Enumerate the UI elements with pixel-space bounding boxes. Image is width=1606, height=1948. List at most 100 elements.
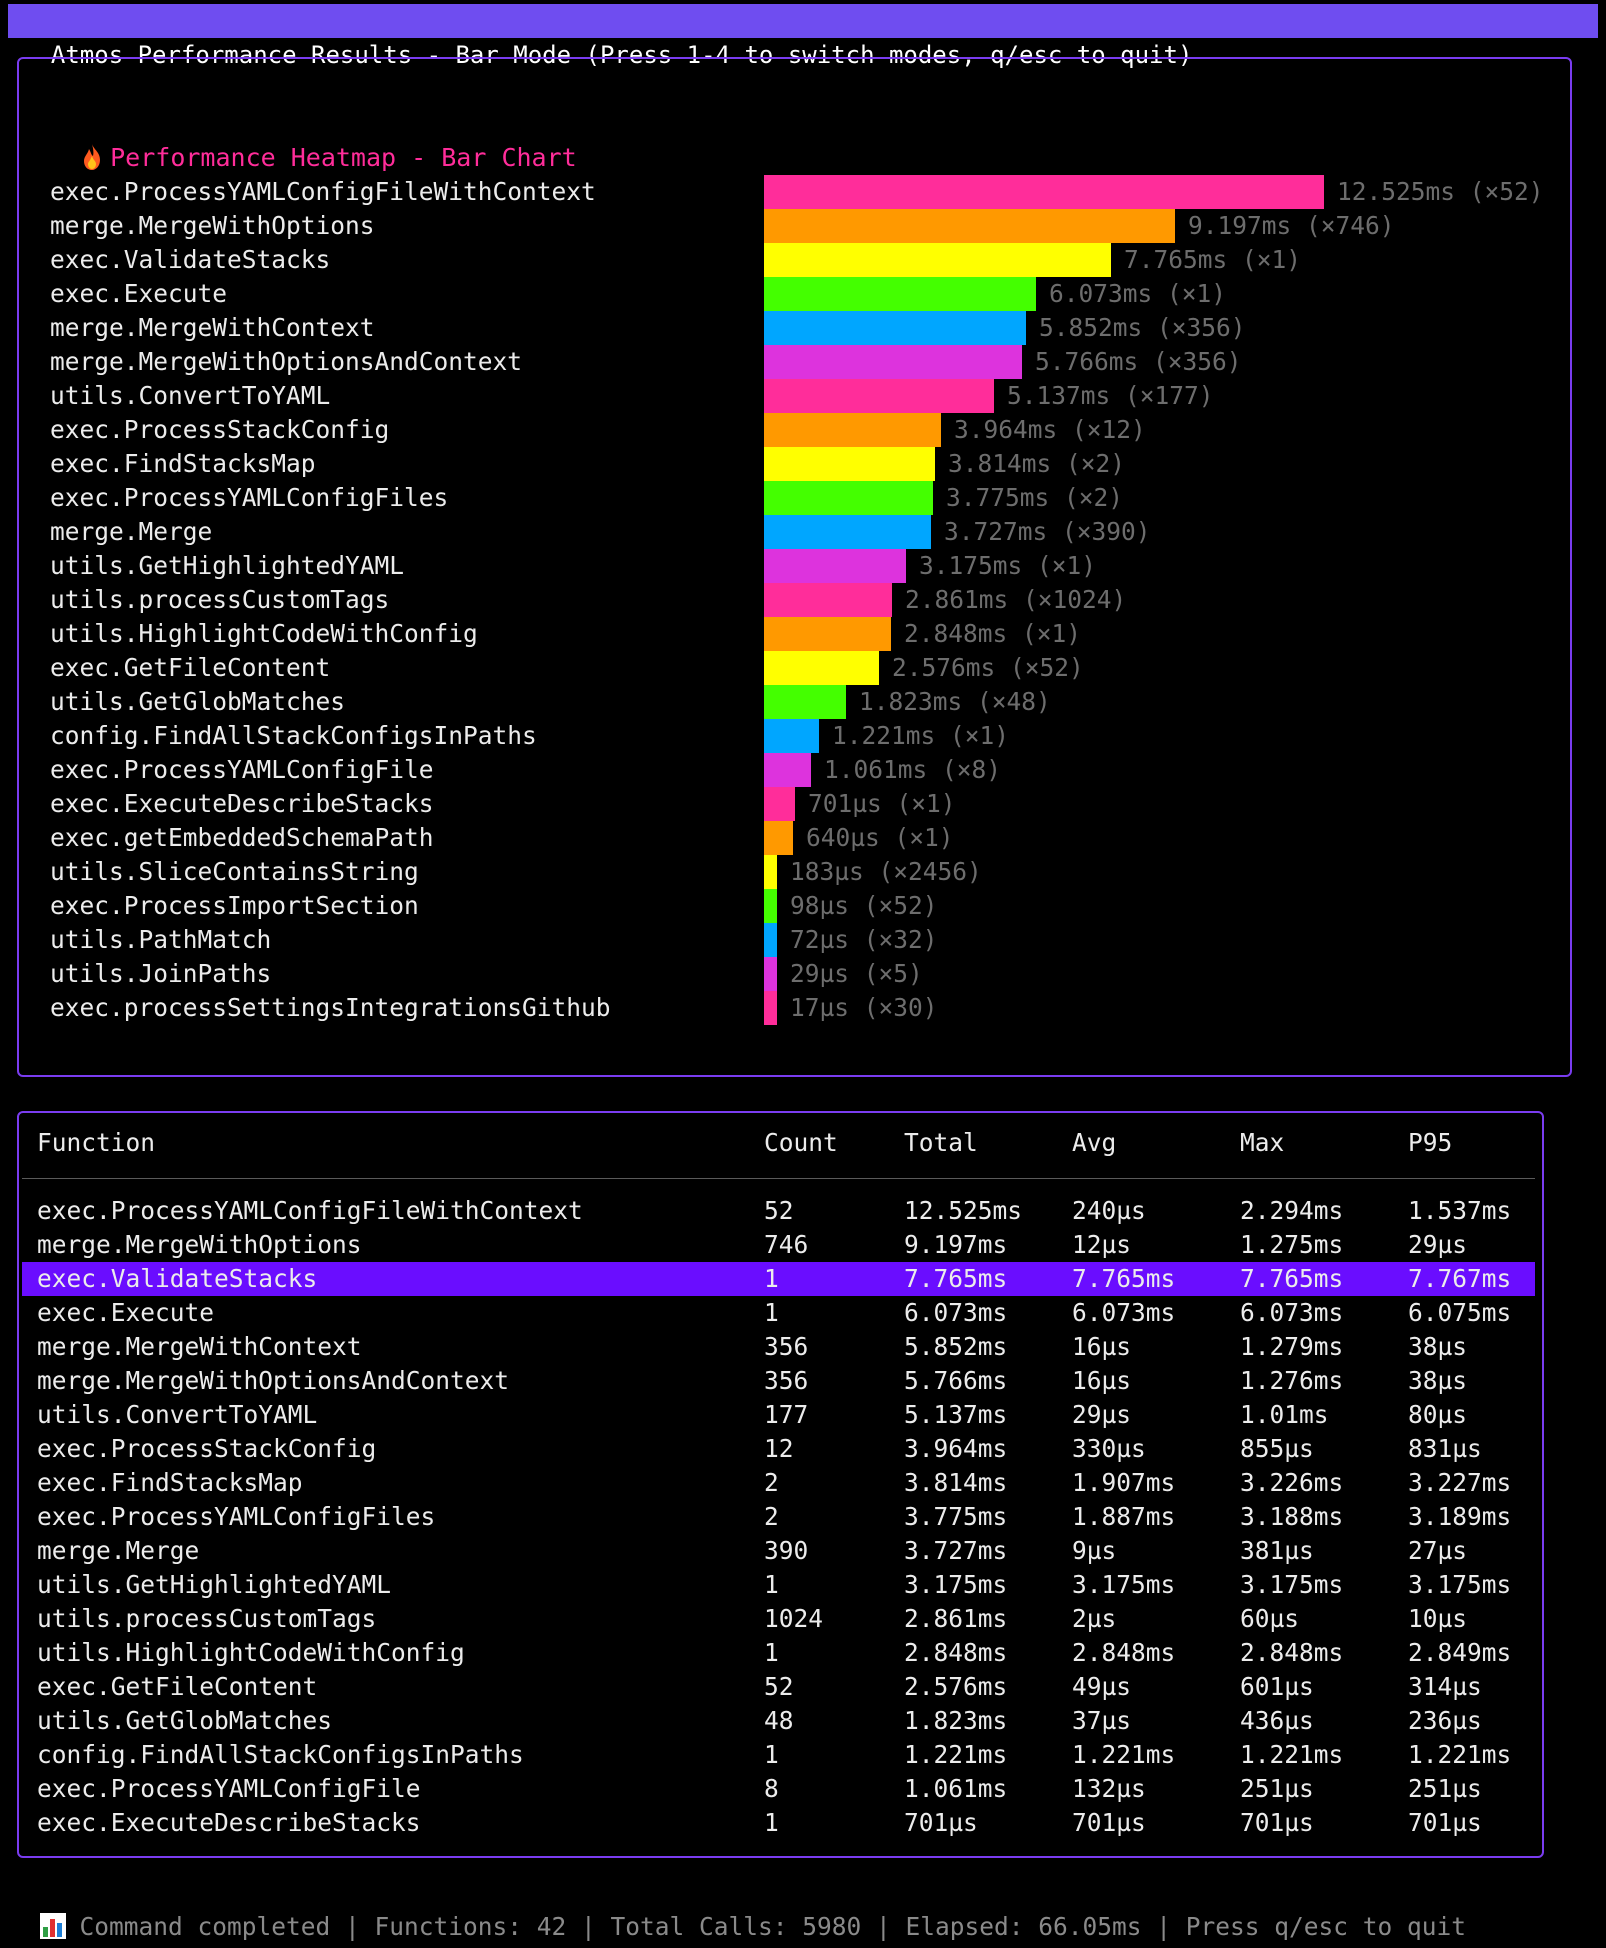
heatmap-bar <box>764 651 879 685</box>
heatmap-bar <box>764 549 906 583</box>
cell-total: 2.861ms <box>904 1604 1008 1633</box>
cell-p95: 6.075ms <box>1408 1298 1512 1327</box>
heatmap-bar <box>764 583 892 617</box>
table-row[interactable]: merge.MergeWithOptions 746 9.197ms 12µs 1.27… <box>0 1228 1560 1262</box>
table-row[interactable]: utils.GetHighlightedYAML 1 3.175ms 3.175ms 3… <box>0 1568 1560 1602</box>
window-title-bar: Atmos Performance Results - Bar Mode (Pr… <box>8 4 1598 69</box>
cell-count: 1 <box>764 1808 779 1837</box>
cell-avg: 132µs <box>1072 1774 1146 1803</box>
column-header-function[interactable]: Function <box>37 1128 156 1157</box>
cell-max: 855µs <box>1240 1434 1314 1463</box>
table-row[interactable]: exec.ValidateStacks 1 7.765ms 7.765ms 7.765m… <box>0 1262 1560 1296</box>
heatmap-bar-value: 1.221ms (×1) <box>832 721 1010 750</box>
cell-total: 3.727ms <box>904 1536 1008 1565</box>
cell-count: 2 <box>764 1468 779 1497</box>
results-table-panel <box>17 1111 1544 1858</box>
cell-avg: 1.887ms <box>1072 1502 1176 1531</box>
cell-function: utils.HighlightCodeWithConfig <box>37 1638 465 1667</box>
table-row[interactable]: exec.ProcessYAMLConfigFileWithContext 52 1… <box>0 1194 1560 1228</box>
cell-total: 12.525ms <box>904 1196 1023 1225</box>
cell-total: 5.766ms <box>904 1366 1008 1395</box>
column-header-avg[interactable]: Avg <box>1072 1128 1117 1157</box>
heatmap-bar <box>764 447 935 481</box>
heatmap-bar-value: 2.861ms (×1024) <box>905 585 1127 614</box>
heatmap-function-name: config.FindAllStackConfigsInPaths <box>50 721 537 750</box>
table-row[interactable]: exec.ExecuteDescribeStacks 1 701µs 701µs 701… <box>0 1806 1560 1840</box>
heatmap-function-name: utils.GetHighlightedYAML <box>50 551 405 580</box>
cell-max: 1.275ms <box>1240 1230 1344 1259</box>
heatmap-bar-value: 9.197ms (×746) <box>1188 211 1395 240</box>
heatmap-function-name: exec.ProcessYAMLConfigFiles <box>50 483 449 512</box>
cell-p95: 314µs <box>1408 1672 1482 1701</box>
cell-function: merge.MergeWithOptions <box>37 1230 362 1259</box>
heatmap-row: merge.MergeWithContext 5.852ms (×356) <box>0 311 1560 345</box>
table-row[interactable]: merge.MergeWithOptionsAndContext 356 5.766… <box>0 1364 1560 1398</box>
column-header-max[interactable]: Max <box>1240 1128 1285 1157</box>
heatmap-row: exec.FindStacksMap 3.814ms (×2) <box>0 447 1560 481</box>
cell-function: exec.ExecuteDescribeStacks <box>37 1808 421 1837</box>
heatmap-function-name: merge.MergeWithContext <box>50 313 375 342</box>
cell-count: 390 <box>764 1536 809 1565</box>
heatmap-panel <box>17 57 1572 1077</box>
heatmap-bar <box>764 923 777 957</box>
table-row[interactable]: utils.GetGlobMatches 48 1.823ms 37µs 436µs 23… <box>0 1704 1560 1738</box>
cell-function: utils.ConvertToYAML <box>37 1400 318 1429</box>
cell-max: 251µs <box>1240 1774 1314 1803</box>
table-row[interactable]: config.FindAllStackConfigsInPaths 1 1.221m… <box>0 1738 1560 1772</box>
heatmap-bar <box>764 209 1175 243</box>
heatmap-row: exec.ValidateStacks 7.765ms (×1) <box>0 243 1560 277</box>
cell-function: exec.ProcessStackConfig <box>37 1434 377 1463</box>
cell-p95: 10µs <box>1408 1604 1468 1633</box>
table-row[interactable]: exec.ProcessStackConfig 12 3.964ms 330µs 855… <box>0 1432 1560 1466</box>
table-row[interactable]: exec.ProcessYAMLConfigFiles 2 3.775ms 1.887… <box>0 1500 1560 1534</box>
table-row[interactable]: exec.GetFileContent 52 2.576ms 49µs 601µs 314… <box>0 1670 1560 1704</box>
cell-count: 1 <box>764 1740 779 1769</box>
cell-count: 52 <box>764 1672 794 1701</box>
cell-p95: 1.221ms <box>1408 1740 1512 1769</box>
heatmap-bar <box>764 277 1036 311</box>
heatmap-row: utils.PathMatch 72µs (×32) <box>0 923 1560 957</box>
table-row[interactable]: utils.ConvertToYAML 177 5.137ms 29µs 1.01ms 8… <box>0 1398 1560 1432</box>
table-row[interactable]: exec.ProcessYAMLConfigFile 8 1.061ms 132µs 2… <box>0 1772 1560 1806</box>
status-text: Command completed | Functions: 42 | Tota… <box>79 1912 1467 1941</box>
heatmap-bar <box>764 957 777 991</box>
cell-count: 1024 <box>764 1604 824 1633</box>
cell-count: 2 <box>764 1502 779 1531</box>
cell-count: 1 <box>764 1570 779 1599</box>
cell-count: 356 <box>764 1332 809 1361</box>
cell-avg: 2µs <box>1072 1604 1117 1633</box>
heatmap-bar-value: 7.765ms (×1) <box>1124 245 1302 274</box>
heatmap-bar-value: 6.073ms (×1) <box>1049 279 1227 308</box>
cell-function: exec.FindStacksMap <box>37 1468 303 1497</box>
cell-function: exec.ProcessYAMLConfigFileWithContext <box>37 1196 583 1225</box>
heatmap-bar <box>764 379 994 413</box>
cell-count: 52 <box>764 1196 794 1225</box>
table-row[interactable]: merge.Merge 390 3.727ms 9µs 381µs 27µs <box>0 1534 1560 1568</box>
heatmap-function-name: exec.ProcessStackConfig <box>50 415 390 444</box>
table-row[interactable]: exec.FindStacksMap 2 3.814ms 1.907ms 3.226ms… <box>0 1466 1560 1500</box>
column-header-count[interactable]: Count <box>764 1128 838 1157</box>
heatmap-bar <box>764 685 846 719</box>
table-row[interactable]: utils.HighlightCodeWithConfig 1 2.848ms 2.8… <box>0 1636 1560 1670</box>
cell-avg: 29µs <box>1072 1400 1132 1429</box>
heatmap-function-name: exec.ValidateStacks <box>50 245 331 274</box>
cell-total: 1.221ms <box>904 1740 1008 1769</box>
cell-max: 1.01ms <box>1240 1400 1329 1429</box>
cell-max: 3.188ms <box>1240 1502 1344 1531</box>
heatmap-bar <box>764 515 931 549</box>
heatmap-function-name: exec.ExecuteDescribeStacks <box>50 789 434 818</box>
heatmap-bar-value: 701µs (×1) <box>808 789 956 818</box>
heatmap-bar-value: 2.848ms (×1) <box>904 619 1082 648</box>
table-row[interactable]: exec.Execute 1 6.073ms 6.073ms 6.073ms 6.075m… <box>0 1296 1560 1330</box>
table-row[interactable]: merge.MergeWithContext 356 5.852ms 16µs 1.27… <box>0 1330 1560 1364</box>
heatmap-bar-value: 183µs (×2456) <box>790 857 982 886</box>
cell-avg: 49µs <box>1072 1672 1132 1701</box>
column-header-total[interactable]: Total <box>904 1128 978 1157</box>
cell-avg: 16µs <box>1072 1366 1132 1395</box>
column-header-p95[interactable]: P95 <box>1408 1128 1453 1157</box>
heatmap-bar-value: 98µs (×52) <box>790 891 938 920</box>
cell-function: exec.ValidateStacks <box>37 1264 318 1293</box>
heatmap-bar <box>764 481 933 515</box>
table-row[interactable]: utils.processCustomTags 1024 2.861ms 2µs 60µ… <box>0 1602 1560 1636</box>
heatmap-function-name: utils.GetGlobMatches <box>50 687 346 716</box>
